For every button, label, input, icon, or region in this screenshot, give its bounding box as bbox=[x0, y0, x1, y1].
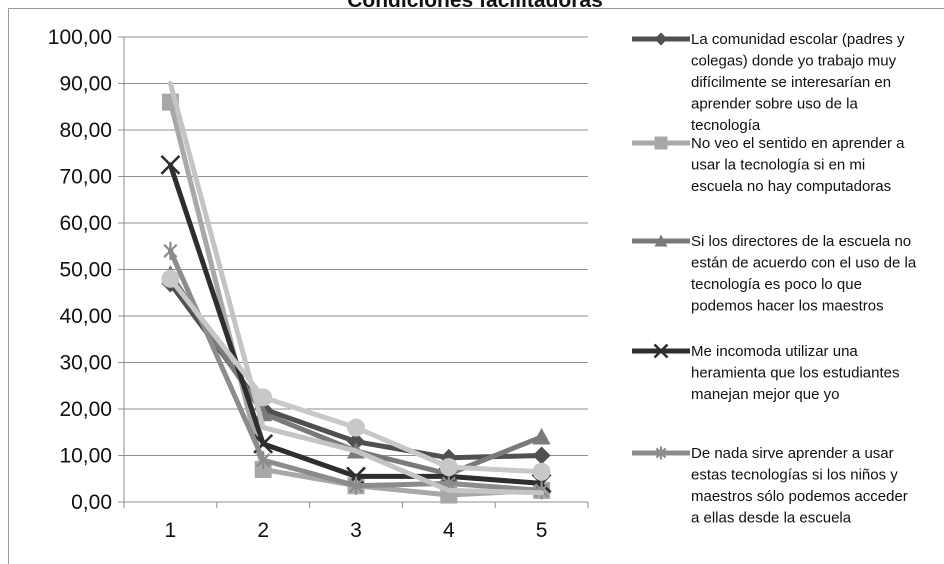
legend-label: usar la tecnología si en mi bbox=[691, 157, 865, 174]
data-point bbox=[347, 432, 365, 451]
series bbox=[163, 241, 549, 500]
data-point bbox=[532, 427, 551, 445]
data-point bbox=[348, 476, 364, 495]
data-point bbox=[254, 388, 273, 407]
legend-label: están de acuerdo con el uso de la bbox=[691, 255, 917, 272]
y-axis-tick-labels: 0,00 10,00 20,00 30,00 40,00 50,00 60,00 70,00 8… bbox=[48, 26, 112, 514]
series bbox=[167, 81, 545, 496]
data-point bbox=[439, 458, 458, 477]
y-tick-label: 90,00 bbox=[59, 73, 112, 96]
legend-label: Si los directores de la escuela no bbox=[691, 233, 911, 250]
legend-entry: No veo el sentido en aprender a usar la t… bbox=[632, 135, 905, 195]
x-tick-label: 2 bbox=[257, 519, 269, 542]
legend-label: No veo el sentido en aprender a bbox=[691, 135, 905, 152]
data-point bbox=[532, 462, 551, 481]
x-tick-label: 5 bbox=[536, 519, 548, 542]
axes bbox=[118, 36, 589, 508]
legend-label: La comunidad escolar (padres y bbox=[691, 31, 905, 48]
legend-label: colegas) donde yo trabajo muy bbox=[691, 53, 897, 70]
data-point bbox=[161, 269, 180, 288]
gridlines bbox=[124, 36, 588, 456]
series-line bbox=[167, 81, 545, 496]
legend: La comunidad escolar (padres y colegas) d… bbox=[632, 31, 917, 527]
legend-label: maestros sólo podemos acceder bbox=[691, 488, 908, 505]
series-lines bbox=[160, 81, 552, 504]
y-tick-label: 0,00 bbox=[71, 491, 112, 514]
legend-label: podemos hacer los maestros bbox=[691, 298, 884, 315]
y-tick-label: 50,00 bbox=[59, 259, 112, 282]
legend-label: De nada sirve aprender a usar bbox=[691, 445, 894, 462]
y-tick-label: 30,00 bbox=[59, 352, 112, 375]
legend-label: Me incomoda utilizar una bbox=[691, 343, 858, 360]
data-point bbox=[655, 446, 667, 460]
legend-label: heramienta que los estudiantes bbox=[691, 365, 899, 382]
series bbox=[161, 269, 551, 481]
legend-label: aprender sobre uso de la bbox=[691, 96, 858, 113]
legend-entry: Si los directores de la escuela no están … bbox=[632, 233, 917, 315]
y-tick-label: 20,00 bbox=[59, 398, 112, 421]
x-axis-tick-labels: 1 2 3 4 5 bbox=[165, 519, 548, 542]
chart-title: Condiciones facilitadoras bbox=[347, 0, 603, 12]
legend-entry: Me incomoda utilizar una heramienta que l… bbox=[632, 343, 899, 403]
x-tick-label: 1 bbox=[165, 519, 177, 542]
data-point bbox=[163, 241, 178, 260]
legend-label: difícilmente se interesarían en bbox=[691, 74, 891, 91]
legend-entry: De nada sirve aprender a usar estas tecno… bbox=[632, 445, 908, 527]
y-tick-label: 70,00 bbox=[59, 166, 112, 189]
x-tick-label: 3 bbox=[350, 519, 362, 542]
y-tick-label: 100,00 bbox=[48, 26, 112, 49]
data-point bbox=[532, 446, 551, 465]
legend-label: tecnología es poco lo que bbox=[691, 276, 862, 293]
legend-label: estas tecnologías si los niños y bbox=[691, 467, 898, 484]
legend-label: escuela no hay computadoras bbox=[691, 178, 891, 195]
y-tick-label: 40,00 bbox=[59, 305, 112, 328]
data-point bbox=[654, 136, 668, 150]
legend-label: a ellas desde la escuela bbox=[691, 510, 852, 527]
legend-label: manejan mejor que yo bbox=[691, 386, 839, 403]
x-tick-label: 4 bbox=[443, 519, 455, 542]
y-tick-label: 60,00 bbox=[59, 212, 112, 235]
data-point bbox=[160, 154, 181, 175]
y-tick-label: 80,00 bbox=[59, 119, 112, 142]
data-point bbox=[256, 451, 271, 470]
legend-entry: La comunidad escolar (padres y colegas) d… bbox=[632, 31, 905, 134]
data-point bbox=[654, 32, 668, 46]
y-tick-label: 10,00 bbox=[59, 445, 112, 468]
data-point bbox=[653, 343, 669, 359]
legend-label: tecnología bbox=[691, 117, 761, 134]
data-point bbox=[347, 418, 365, 437]
data-point bbox=[654, 234, 668, 247]
chart-frame bbox=[8, 8, 944, 564]
